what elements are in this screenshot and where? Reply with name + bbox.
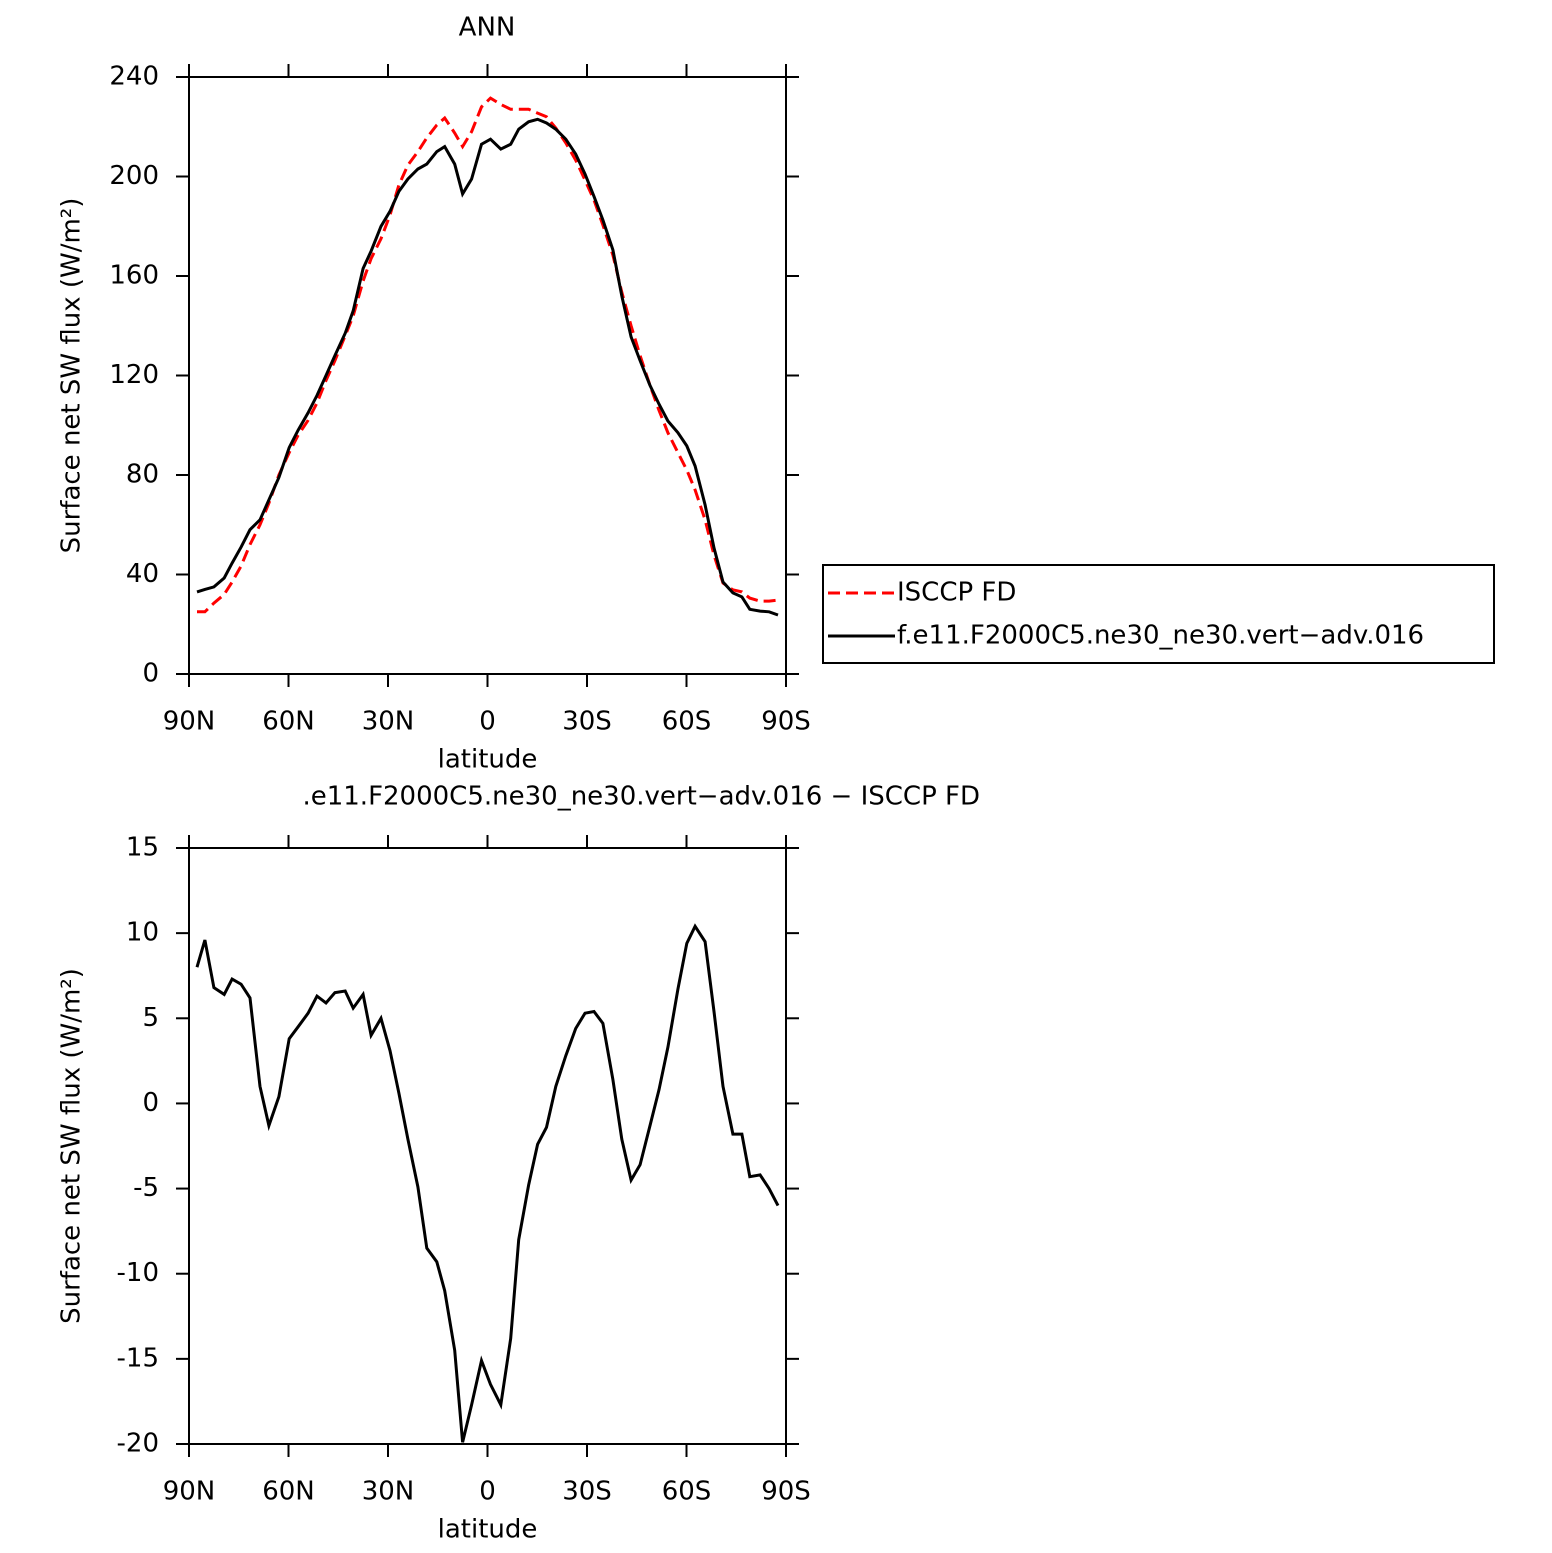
- x-tick-label: 0: [479, 1477, 496, 1507]
- x-tick-label: 30S: [562, 1477, 612, 1507]
- legend: ISCCP FD f.e11.F2000C5.ne30_ne30.vert−adv…: [822, 564, 1495, 664]
- x-tick-label: 90S: [761, 707, 811, 737]
- series-line: [195, 923, 780, 1443]
- x-tick-label: 60S: [662, 707, 712, 737]
- y-tick-label: 0: [142, 1088, 159, 1118]
- y-tick-label: 240: [109, 62, 159, 92]
- x-tick-label: 90N: [163, 1477, 216, 1507]
- plot: ANN 0 40 80 120 160 200 240 90N 60N 30N 0 30S 60S 90S l…: [57, 13, 1495, 775]
- chart-title: .e11.F2000C5.ne30_ne30.vert−adv.016 − IS…: [302, 782, 980, 812]
- y-tick-label: -10: [117, 1258, 159, 1288]
- y-tick-label: -15: [117, 1343, 159, 1373]
- plot: .e11.F2000C5.ne30_ne30.vert−adv.016 − IS…: [57, 782, 981, 1545]
- y-tick-label: -20: [117, 1429, 159, 1459]
- y-tick-label: 200: [109, 161, 159, 191]
- y-tick-label: 120: [109, 360, 159, 390]
- y-axis-label: Surface net SW flux (W/m²): [57, 198, 87, 554]
- y-tick-label: 0: [142, 659, 159, 689]
- series-line: [196, 117, 779, 617]
- y-tick-label: 15: [126, 833, 159, 863]
- plot-frame: [188, 847, 787, 1445]
- x-tick-label: 60N: [262, 1477, 315, 1507]
- x-axis-label: latitude: [438, 745, 538, 775]
- y-axis-label: Surface net SW flux (W/m²): [57, 968, 87, 1324]
- plot-frame: [188, 76, 787, 675]
- y-tick-label: 40: [126, 559, 159, 589]
- legend-label: f.e11.F2000C5.ne30_ne30.vert−adv.016: [897, 621, 1424, 651]
- x-tick-label: 0: [479, 707, 496, 737]
- chart-title: ANN: [459, 13, 516, 43]
- y-tick-label: 80: [126, 460, 159, 490]
- series-line: [197, 96, 779, 614]
- y-tick-label: -5: [133, 1173, 159, 1203]
- x-axis-label: latitude: [438, 1515, 538, 1545]
- y-tick-label: 5: [142, 1003, 159, 1033]
- x-tick-label: 30S: [562, 707, 612, 737]
- x-tick-label: 30N: [362, 1477, 415, 1507]
- legend-box: [822, 564, 1495, 664]
- x-tick-label: 60N: [262, 707, 315, 737]
- x-tick-label: 30N: [362, 707, 415, 737]
- x-tick-label: 90N: [163, 707, 216, 737]
- x-tick-label: 90S: [761, 1477, 811, 1507]
- legend-label: ISCCP FD: [897, 578, 1016, 608]
- x-tick-label: 60S: [662, 1477, 712, 1507]
- y-tick-label: 10: [126, 918, 159, 948]
- y-tick-label: 160: [109, 261, 159, 291]
